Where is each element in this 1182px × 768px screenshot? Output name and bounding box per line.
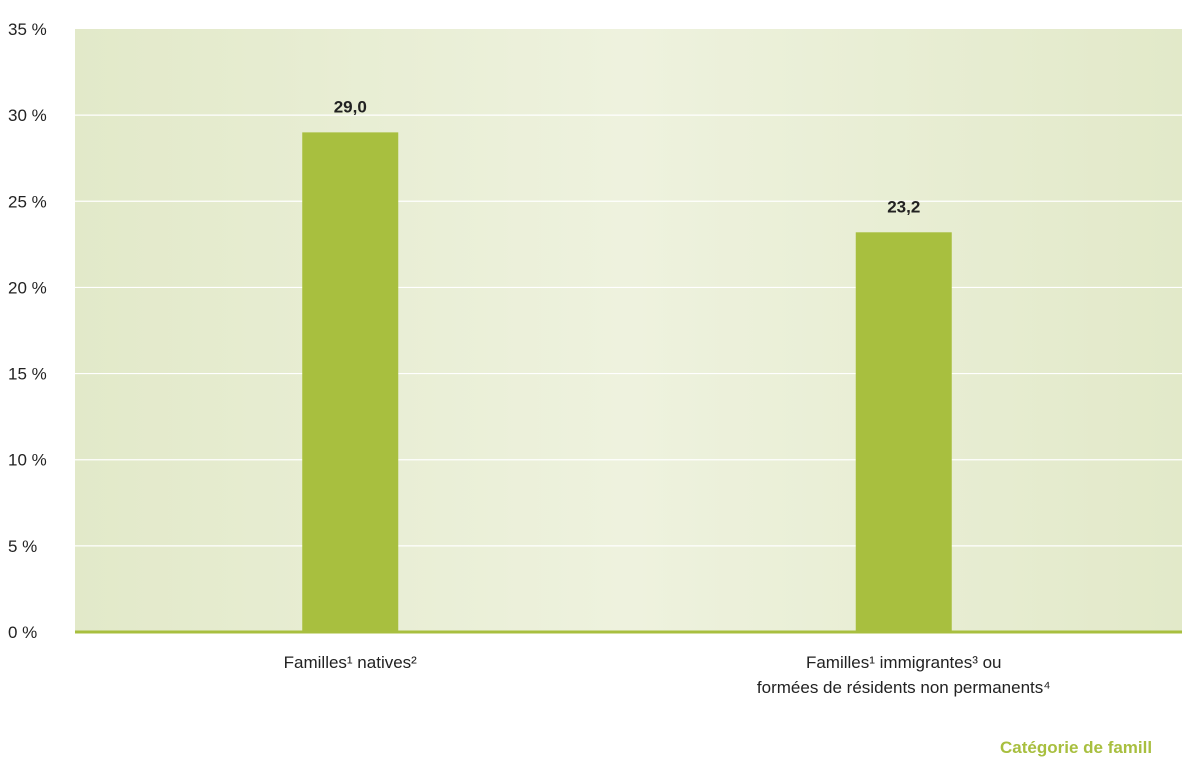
y-axis-ticks: 0 % 5 % 10 % 15 % 20 % 25 % 30 % 35 %: [8, 20, 47, 642]
y-tick-label: 15 %: [8, 365, 47, 384]
bars: [302, 132, 952, 632]
x-axis-title: Catégorie de famill: [1000, 738, 1153, 757]
x-axis-ticks: Familles¹ natives² Familles¹ immigrantes³…: [284, 653, 1051, 697]
bar: [855, 232, 952, 632]
x-tick-label: formées de résidents non permanents⁴: [757, 678, 1051, 697]
data-label: 23,2: [887, 197, 920, 216]
y-tick-label: 30 %: [8, 106, 47, 125]
y-tick-label: 20 %: [8, 278, 47, 297]
data-labels: 29,0 23,2: [334, 97, 921, 216]
y-tick-label: 5 %: [8, 537, 37, 556]
y-tick-label: 35 %: [8, 20, 47, 39]
plot-background: [75, 29, 1182, 632]
gridlines: [75, 114, 1182, 547]
y-tick-label: 25 %: [8, 192, 47, 211]
x-tick-label: Familles¹ immigrantes³ ou: [806, 653, 1002, 672]
x-tick-label: Familles¹ natives²: [284, 653, 418, 672]
bar: [302, 132, 399, 632]
y-tick-label: 10 %: [8, 451, 47, 470]
data-label: 29,0: [334, 97, 367, 116]
y-tick-label: 0 %: [8, 623, 37, 642]
